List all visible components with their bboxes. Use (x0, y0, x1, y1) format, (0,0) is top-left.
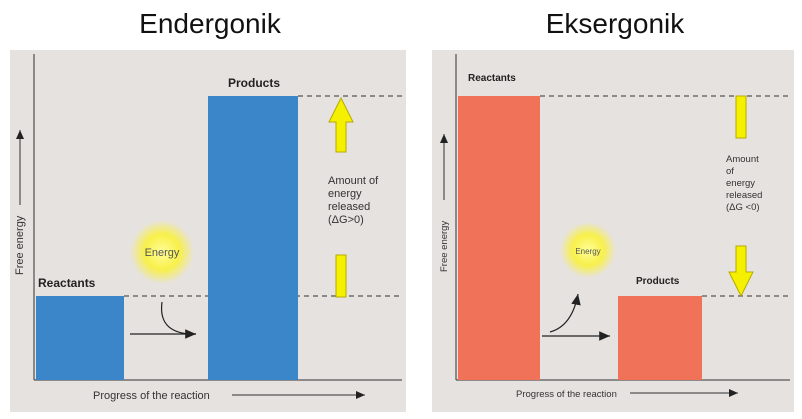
reactants-label: Reactants (38, 276, 96, 290)
amount-line-2: energy (328, 188, 362, 200)
amount-line-5: (ΔG <0) (726, 202, 760, 213)
exergonic-title: Eksergonik (545, 8, 685, 39)
products-label: Products (228, 76, 280, 90)
amount-line-4: (ΔG>0) (328, 214, 364, 226)
energy-label: Energy (145, 247, 180, 259)
endergonic-diagram-svg: Free energy Progress of the reaction Rea… (14, 54, 402, 402)
exergonic-diagram: Free energy Progress of the reaction Rea… (432, 50, 794, 412)
reactants-label: Reactants (468, 73, 516, 84)
amount-line-3: energy (726, 178, 755, 189)
energy-glow (130, 220, 194, 284)
amount-text: Amount of energy released (ΔG>0) (328, 175, 381, 226)
energy-up-arrow-stem (335, 254, 347, 298)
energy-label: Energy (575, 247, 600, 256)
products-bar (208, 96, 298, 380)
endergonic-diagram: Free energy Progress of the reaction Rea… (10, 50, 406, 412)
y-axis-label: Free energy (439, 221, 450, 272)
x-axis-label: Progress of the reaction (93, 390, 210, 402)
amount-line-1: Amount of (328, 175, 379, 187)
energy-down-arrow-stem-top (735, 95, 747, 139)
amount-line-1: Amount (726, 154, 759, 165)
energy-input-arrow (160, 301, 196, 335)
energy-down-arrow (728, 245, 754, 298)
energy-release-arrow (549, 293, 581, 333)
amount-line-3: released (328, 201, 370, 213)
endergonic-title: Endergonik (139, 8, 281, 39)
reactants-bar (458, 96, 540, 380)
energy-glow (560, 222, 616, 278)
x-axis-label: Progress of the reaction (516, 389, 617, 400)
y-axis-label: Free energy (14, 215, 26, 275)
exergonic-diagram-svg: Free energy Progress of the reaction Rea… (439, 54, 790, 400)
amount-text: Amount of energy released (ΔG <0) (726, 154, 765, 213)
amount-line-4: released (726, 190, 762, 201)
amount-line-2: of (726, 166, 734, 177)
energy-up-arrow (328, 96, 354, 153)
products-bar (618, 296, 702, 380)
reactants-bar (36, 296, 124, 380)
products-label: Products (636, 276, 680, 287)
